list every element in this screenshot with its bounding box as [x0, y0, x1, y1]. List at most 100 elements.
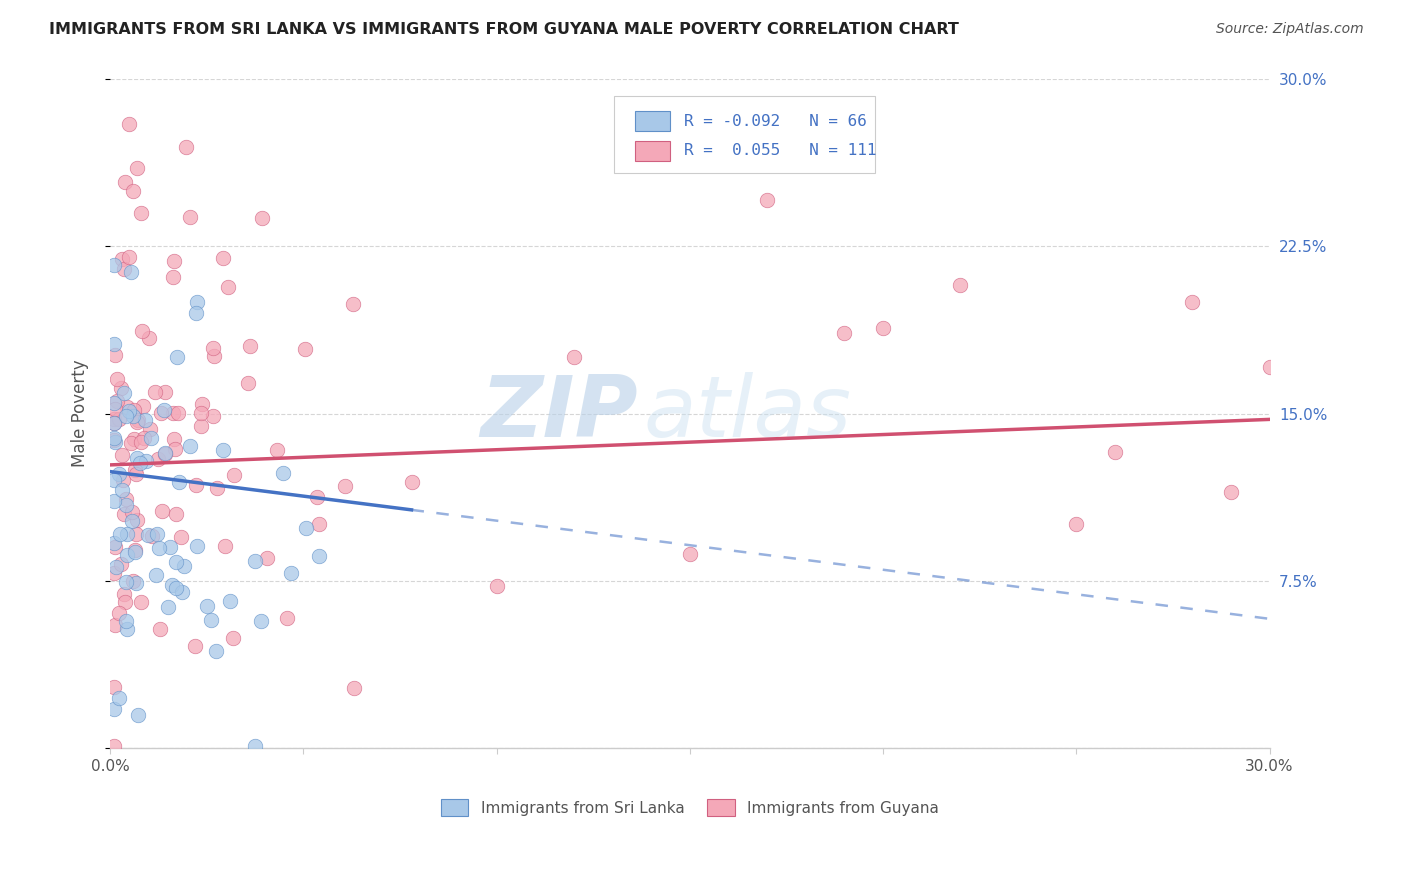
Point [172, 585, 194, 599]
Point [162, 406, 184, 420]
Point [211, 251, 233, 265]
Point [136, 528, 159, 542]
Point [1064, 516, 1087, 531]
Point [115, 400, 138, 414]
Point [165, 582, 187, 596]
Point [238, 376, 260, 391]
Point [219, 594, 242, 608]
Point [184, 306, 207, 320]
Point [108, 691, 131, 706]
Point [115, 548, 138, 562]
Point [201, 342, 224, 356]
Point [153, 403, 176, 417]
Point [124, 542, 146, 557]
Point [118, 117, 141, 131]
Point [129, 206, 152, 220]
Point [112, 508, 135, 522]
Point [190, 397, 212, 411]
Point [127, 451, 149, 466]
Point [160, 578, 183, 592]
Point [105, 372, 128, 386]
Point [114, 491, 136, 506]
Point [305, 490, 328, 504]
Text: Source: ZipAtlas.com: Source: ZipAtlas.com [1216, 22, 1364, 37]
Point [138, 331, 160, 345]
Point [165, 442, 187, 456]
Point [280, 566, 302, 580]
Point [118, 251, 141, 265]
Point [115, 622, 138, 636]
Point [949, 277, 972, 292]
Point [679, 547, 702, 561]
Point [174, 140, 197, 154]
Point [170, 530, 193, 544]
Point [105, 394, 128, 409]
Point [103, 493, 125, 508]
Point [756, 193, 779, 207]
Point [153, 445, 176, 459]
Point [872, 321, 894, 335]
Point [121, 505, 143, 519]
Point [103, 396, 125, 410]
Point [245, 739, 267, 753]
Point [834, 326, 856, 341]
Point [129, 595, 152, 609]
Point [159, 540, 181, 554]
Point [112, 262, 135, 277]
Point [141, 529, 163, 543]
Point [103, 680, 125, 694]
Point [139, 422, 162, 436]
Point [115, 527, 138, 541]
Point [165, 555, 187, 569]
Point [127, 708, 149, 723]
Point [122, 403, 145, 417]
Point [294, 342, 316, 356]
Point [222, 631, 245, 645]
Point [1219, 484, 1241, 499]
Point [103, 336, 125, 351]
Point [120, 436, 142, 450]
Point [141, 431, 163, 445]
Point [103, 702, 125, 716]
Point [153, 447, 176, 461]
Point [103, 412, 125, 426]
Point [104, 435, 127, 450]
Point [103, 433, 125, 447]
Point [343, 681, 366, 695]
Point [205, 481, 228, 495]
Point [129, 457, 152, 471]
Point [153, 384, 176, 399]
Point [186, 295, 208, 310]
Point [111, 252, 134, 266]
Point [112, 386, 135, 401]
Point [184, 478, 207, 492]
Point [111, 448, 134, 462]
Point [256, 551, 278, 566]
Point [1181, 294, 1204, 309]
Point [276, 611, 298, 625]
Point [250, 211, 273, 225]
Point [112, 473, 135, 487]
Point [124, 544, 146, 558]
Point [195, 599, 218, 613]
Point [127, 412, 149, 426]
Point [217, 280, 239, 294]
Point [114, 499, 136, 513]
Point [127, 513, 149, 527]
Text: ZIP: ZIP [479, 372, 637, 455]
FancyBboxPatch shape [636, 112, 671, 131]
Point [112, 587, 135, 601]
Point [122, 574, 145, 588]
Point [156, 600, 179, 615]
Point [132, 399, 155, 413]
Point [125, 527, 148, 541]
Point [163, 432, 186, 446]
Point [146, 452, 169, 467]
Point [107, 606, 129, 620]
Point [104, 401, 127, 416]
Y-axis label: Male Poverty: Male Poverty [72, 359, 89, 467]
Point [190, 406, 212, 420]
Point [105, 560, 128, 574]
Point [184, 639, 207, 653]
Point [145, 568, 167, 582]
